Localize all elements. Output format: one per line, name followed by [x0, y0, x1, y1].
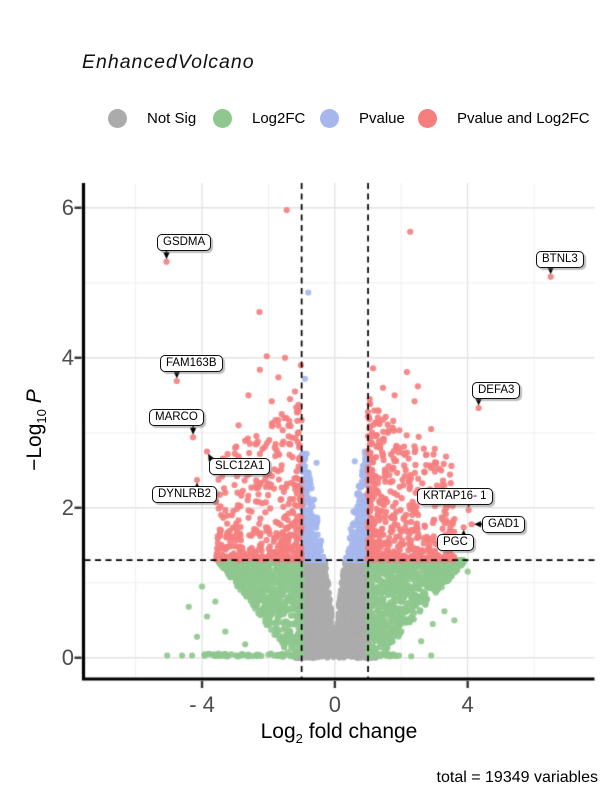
gene-label-gad1: GAD1 — [482, 516, 526, 533]
y-axis-title-base: −Log — [22, 423, 46, 471]
y-axis-title-italic: P — [22, 389, 46, 404]
gene-label-pgc: PGC — [437, 534, 474, 551]
legend-dot-icon — [108, 109, 127, 128]
gene-label-dynlrb2: DYNLRB2 — [152, 486, 218, 503]
legend-item-label: Not Sig — [147, 110, 197, 127]
x-axis-title-subscript: 2 — [295, 731, 303, 747]
legend-item-log2fc: Log2FC — [213, 109, 305, 128]
x-tick-label: 4 — [461, 692, 474, 717]
y-axis-title: −Log10 P — [23, 330, 49, 530]
x-axis-title-base: Log — [260, 720, 296, 743]
x-tick-label: - 4 — [189, 692, 215, 717]
total-variables-caption: total = 19349 variables — [436, 769, 598, 786]
legend-item-label: Pvalue and Log2FC — [457, 110, 590, 127]
legend-dot-icon — [213, 109, 232, 128]
gene-label-marco: MARCO — [149, 409, 204, 426]
x-tick-label: 0 — [328, 692, 341, 717]
gene-label-defa3: DEFA3 — [472, 382, 521, 399]
y-axis-title-subscript: 10 — [34, 409, 50, 424]
gene-label-btnl3: BTNL3 — [536, 251, 584, 268]
y-tick-label: 2 — [61, 494, 74, 520]
chart-title: EnhancedVolcano — [82, 51, 255, 73]
x-axis-title-rest: fold change — [302, 720, 418, 743]
gene-label-krtap16-1: KRTAP16- 1 — [417, 488, 493, 505]
y-tick-label: 0 — [61, 644, 74, 670]
y-tick-label: 6 — [61, 194, 74, 220]
legend-item-pvalue-and-log2fc: Pvalue and Log2FC — [418, 109, 590, 128]
gene-label-slc12a1: SLC12A1 — [209, 458, 271, 475]
legend-dot-icon — [320, 109, 339, 128]
legend-item-not-sig: Not Sig — [108, 109, 196, 128]
legend-item-label: Pvalue — [359, 110, 405, 127]
y-tick-label: 4 — [61, 344, 74, 370]
legend-item-label: Log2FC — [252, 110, 306, 127]
legend-item-pvalue: Pvalue — [320, 109, 405, 128]
gene-label-gsdma: GSDMA — [157, 234, 212, 251]
x-axis-title: Log2 fold change — [261, 720, 418, 746]
legend-dot-icon — [418, 109, 437, 128]
gene-label-fam163b: FAM163B — [160, 355, 223, 372]
